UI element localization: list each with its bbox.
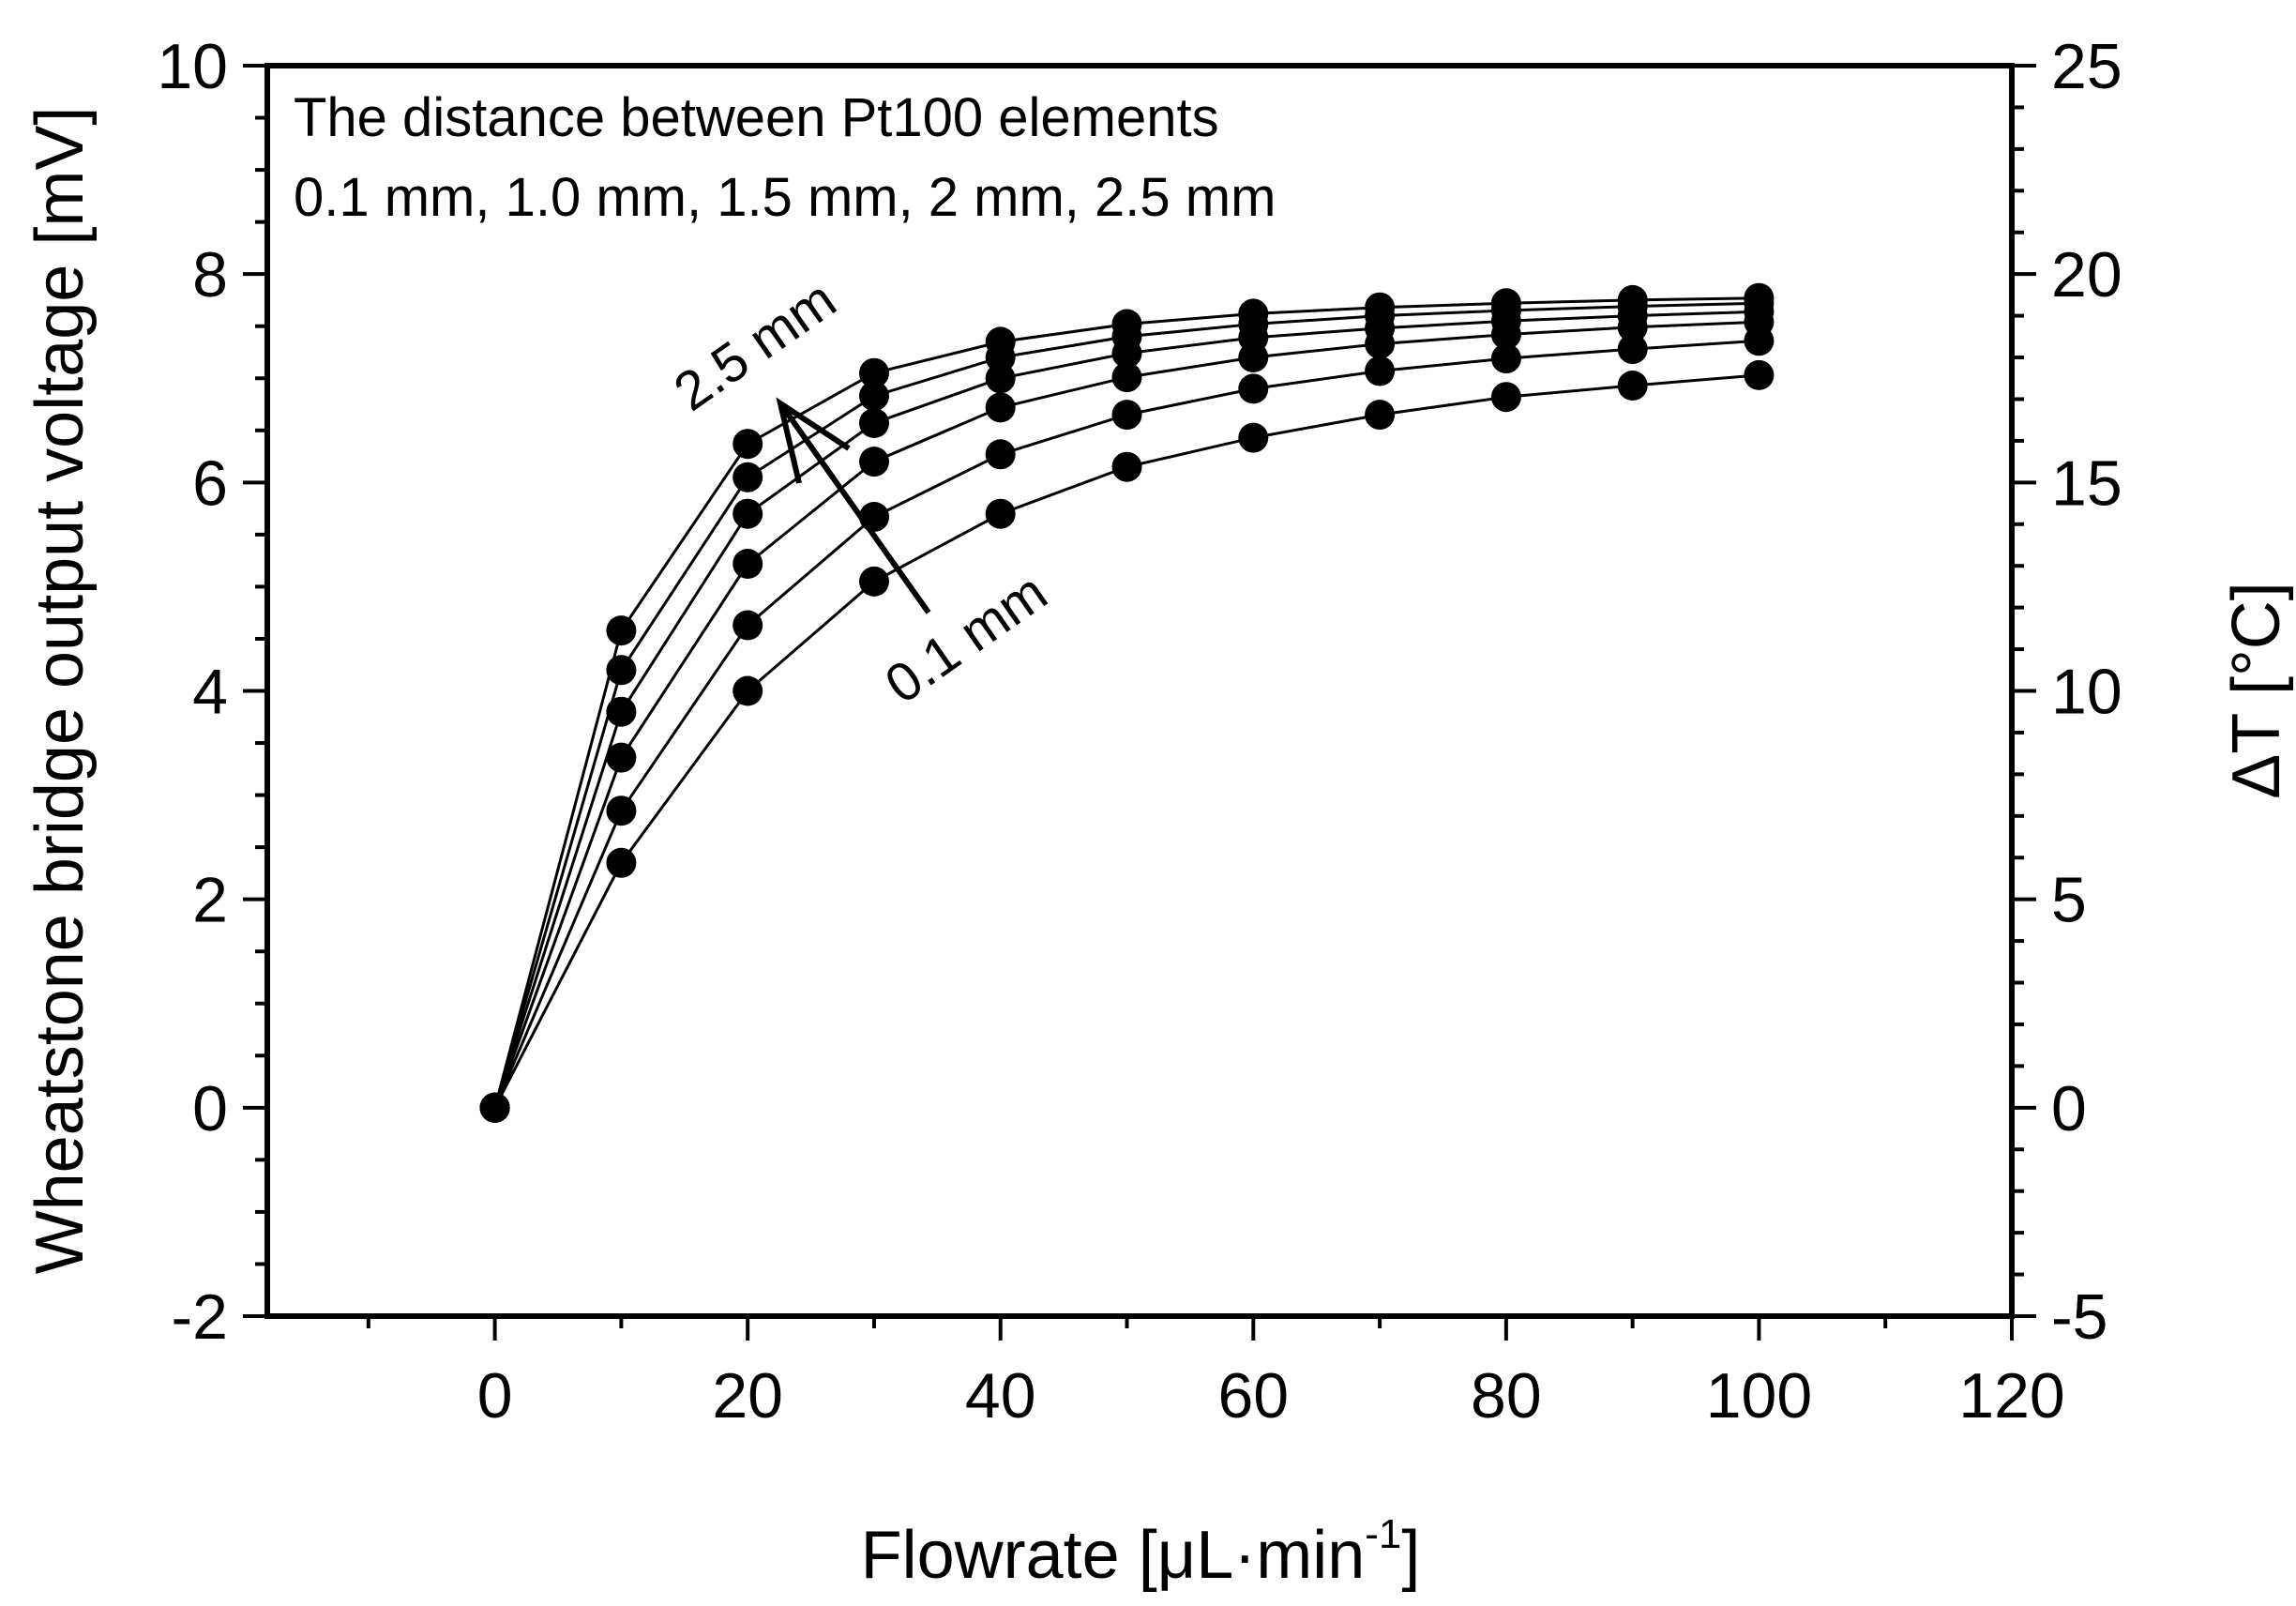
- data-point: [606, 795, 637, 826]
- arrow-head: [776, 397, 851, 484]
- x-axis-title-main: Flowrate [μL·min: [861, 1518, 1366, 1593]
- data-point: [1744, 282, 1775, 313]
- data-point: [1744, 359, 1775, 390]
- data-point: [479, 1092, 510, 1123]
- data-point: [1365, 400, 1396, 431]
- x-tick-label: 80: [1471, 1360, 1542, 1432]
- data-point: [1238, 298, 1269, 329]
- data-point: [606, 655, 637, 686]
- series-line-4: [493, 310, 1760, 1109]
- data-point: [606, 847, 637, 878]
- y2-tick-label: 20: [2051, 239, 2122, 311]
- x-tick-label: 20: [712, 1360, 783, 1432]
- data-point: [1365, 292, 1396, 323]
- data-point: [733, 675, 763, 706]
- data-point: [1111, 362, 1142, 393]
- y-axis-title: Wheatstone bridge output voltage [mV]: [23, 107, 98, 1275]
- y2-tick-label: 25: [2051, 31, 2122, 102]
- y-tick-label: 2: [192, 865, 228, 936]
- data-point: [1617, 284, 1648, 315]
- plot-frame: [264, 63, 2015, 1319]
- data-point: [733, 462, 763, 492]
- y-tick-label: 0: [192, 1073, 228, 1144]
- data-point: [1238, 422, 1269, 453]
- y2-tick-label: 15: [2051, 447, 2122, 519]
- data-point: [985, 498, 1016, 529]
- data-point: [606, 742, 637, 773]
- data-point: [733, 429, 763, 460]
- data-point: [859, 381, 889, 412]
- series-layer: [479, 282, 1775, 1123]
- y2-tick-label: 5: [2051, 865, 2087, 936]
- label-2-5-mm: 2.5 mm: [663, 268, 847, 422]
- data-point: [985, 326, 1016, 357]
- data-point: [1617, 334, 1648, 365]
- x-tick-label: 40: [965, 1360, 1036, 1432]
- data-point: [1365, 356, 1396, 386]
- tick-layer: -2 0 2 4 6 8 10 -5 0 5 10 15 20 25 0 20 40 60 80 100 120: [157, 31, 2122, 1432]
- data-point: [733, 498, 763, 529]
- data-point: [1111, 400, 1142, 431]
- y-tick-label: 8: [192, 239, 228, 311]
- data-point: [606, 615, 637, 646]
- data-point: [1490, 382, 1521, 413]
- x-tick-label: 120: [1958, 1360, 2064, 1432]
- series-line-1: [493, 373, 1760, 1109]
- y-tick-label: 10: [157, 31, 228, 102]
- data-point: [1490, 343, 1521, 374]
- data-point: [733, 549, 763, 579]
- data-point: [859, 408, 889, 438]
- data-point: [1111, 451, 1142, 482]
- x-axis-title-suffix: ]: [1401, 1518, 1420, 1593]
- y-tick-label: 4: [192, 657, 228, 728]
- data-point: [859, 566, 889, 597]
- data-point: [1617, 371, 1648, 401]
- data-point: [985, 439, 1016, 470]
- arrow-shaft: [778, 402, 931, 614]
- data-point: [1238, 373, 1269, 404]
- data-point: [1490, 288, 1521, 319]
- y2-axis-title: ΔT [°C]: [2219, 582, 2294, 799]
- data-point: [985, 363, 1016, 394]
- label-0-1-mm: 0.1 mm: [874, 561, 1058, 715]
- data-point: [859, 357, 889, 388]
- data-point: [733, 610, 763, 641]
- data-point: [985, 392, 1016, 423]
- x-axis-title: Flowrate [μL·min-1]: [861, 1511, 1421, 1593]
- y-tick-label: 6: [192, 447, 228, 519]
- annotation-line-2: 0.1 mm, 1.0 mm, 1.5 mm, 2 mm, 2.5 mm: [294, 167, 1276, 228]
- annotation-line-1: The distance between Pt100 elements: [294, 87, 1219, 148]
- y-tick-label: -2: [172, 1281, 228, 1353]
- x-tick-label: 100: [1706, 1360, 1812, 1432]
- data-point: [606, 696, 637, 727]
- y2-tick-label: 10: [2051, 657, 2122, 728]
- arrow-indicator: [776, 397, 931, 614]
- x-tick-label: 0: [477, 1360, 513, 1432]
- y2-tick-label: -5: [2051, 1281, 2107, 1353]
- series-line-3: [493, 320, 1760, 1109]
- data-point: [859, 447, 889, 477]
- x-tick-label: 60: [1217, 1360, 1289, 1432]
- x-axis-title-superscript: -1: [1365, 1511, 1401, 1557]
- y2-tick-label: 0: [2051, 1073, 2087, 1144]
- data-point: [1111, 309, 1142, 340]
